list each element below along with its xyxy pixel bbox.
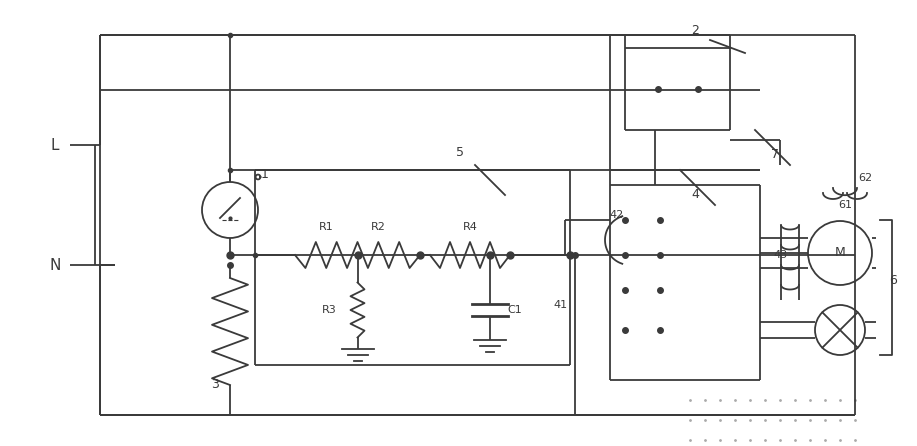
Text: R1: R1 — [319, 222, 334, 232]
Text: 41: 41 — [553, 300, 567, 310]
Text: 61: 61 — [838, 200, 852, 210]
Text: R4: R4 — [462, 222, 478, 232]
Text: 3: 3 — [211, 379, 219, 392]
Text: 5: 5 — [456, 145, 464, 158]
Text: 7: 7 — [771, 149, 779, 161]
Text: C1: C1 — [508, 305, 523, 315]
Text: R3: R3 — [322, 305, 337, 315]
Text: 2: 2 — [691, 24, 699, 37]
Text: M: M — [834, 247, 845, 260]
Text: 62: 62 — [858, 173, 872, 183]
Text: 1: 1 — [261, 169, 269, 182]
Text: 43: 43 — [773, 250, 787, 260]
Text: L: L — [50, 137, 60, 153]
Text: 42: 42 — [610, 210, 624, 220]
Text: 4: 4 — [691, 189, 699, 202]
Text: R2: R2 — [371, 222, 386, 232]
Text: N: N — [50, 257, 61, 273]
Text: 6: 6 — [889, 273, 897, 286]
